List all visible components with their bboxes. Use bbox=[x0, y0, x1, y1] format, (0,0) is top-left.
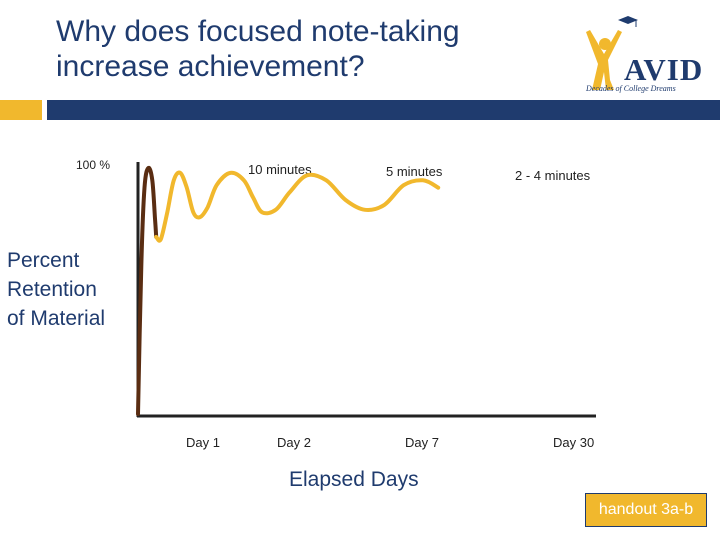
x-tick-day-2: Day 2 bbox=[277, 435, 311, 450]
y-label-line-3: of Material bbox=[7, 307, 106, 330]
x-tick-day-30: Day 30 bbox=[553, 435, 594, 450]
handout-label: handout 3a-b bbox=[585, 493, 707, 527]
avid-logo: AVID Decades of College Dreams bbox=[582, 14, 708, 96]
y-label-line-2: Retention bbox=[7, 278, 97, 301]
header-rule bbox=[47, 100, 720, 120]
y-axis-label: Percent Retention of Material bbox=[7, 246, 132, 333]
x-tick-day-7: Day 7 bbox=[405, 435, 439, 450]
annotation-2-4-minutes: 2 - 4 minutes bbox=[515, 168, 591, 183]
learning-curve bbox=[136, 165, 159, 416]
title-line-1: Why does focused note-taking bbox=[56, 15, 460, 48]
x-tick-day-1: Day 1 bbox=[186, 435, 220, 450]
slide-title: Why does focused note-taking increase ac… bbox=[56, 14, 576, 84]
y-tick-100: 100 % bbox=[76, 158, 110, 172]
avid-figure-icon bbox=[586, 16, 638, 90]
title-line-2: increase achievement? bbox=[56, 50, 365, 83]
logo-tagline: Decades of College Dreams bbox=[586, 84, 676, 93]
annotation-10-minutes: 10 minutes bbox=[248, 162, 312, 177]
x-axis-label: Elapsed Days bbox=[289, 468, 419, 491]
logo-wordmark: AVID bbox=[624, 52, 704, 87]
review-curve bbox=[154, 170, 441, 243]
annotation-5-minutes: 5 minutes bbox=[386, 164, 443, 179]
header-accent-bar bbox=[0, 100, 42, 120]
y-label-line-1: Percent bbox=[7, 249, 80, 272]
